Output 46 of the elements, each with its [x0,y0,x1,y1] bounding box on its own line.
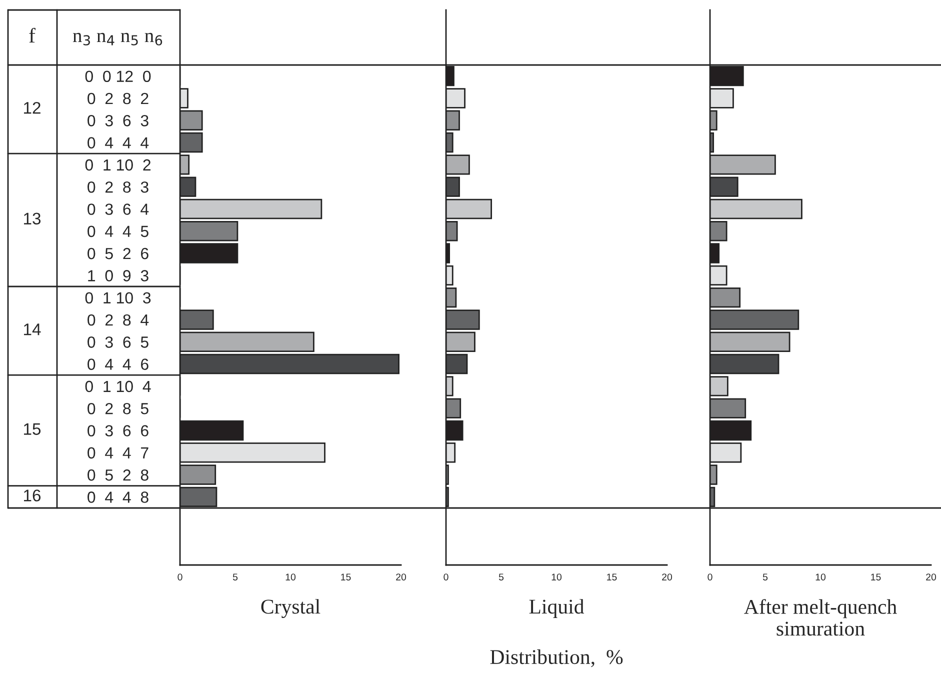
text: 14 [24,324,41,336]
x-tick-label: 15 [607,574,617,580]
y-tick-label: 0 3 6 3 [88,115,148,126]
x-tick-label: 15 [341,574,351,580]
y-tick-label: 0 3 6 5 [88,336,148,348]
x-tick-label: 10 [816,574,826,580]
y-tick-label: 0 2 8 2 [88,92,148,104]
y-tick-label: 0 2 8 3 [88,181,148,193]
x-axis-title: After melt-quench simuration [744,599,897,636]
text: 16 [24,490,41,502]
x-axis-title: Crystal [261,599,320,618]
y-tick-label: 1 0 9 3 [88,270,148,282]
text: f [29,28,36,43]
y-tick-label: 0 3 6 6 [88,425,148,436]
x-tick-label: 0 [178,574,182,580]
y-tick-label: 0 4 4 7 [88,447,148,459]
y-tick-label: 0 4 4 5 [88,226,148,238]
text: 15 [24,423,41,435]
y-tick-label: 0 4 4 4 [88,137,149,148]
text: 13 [24,212,41,225]
text: Distribution, % [490,649,623,668]
x-tick-label: 5 [498,574,504,580]
x-tick-label: 0 [708,574,712,580]
x-tick-label: 10 [286,574,296,580]
x-tick-label: 5 [232,574,238,580]
y-tick-label: 0 2 8 4 [88,314,149,326]
y-tick-label: 0 2 8 5 [88,402,148,414]
y-tick-label: 0 1 10 4 [85,380,151,392]
x-tick-label: 5 [762,574,768,580]
x-tick-label: 20 [926,574,936,580]
y-tick-label: 0 1 10 2 [85,159,151,171]
x-tick-label: 20 [662,574,672,580]
y-tick-label: 0 0 12 0 [85,70,151,82]
y-tick-label: 0 5 2 8 [88,469,148,481]
x-tick-label: 0 [444,574,448,580]
x-tick-label: 20 [396,574,406,580]
x-tick-label: 10 [552,574,562,580]
x-tick-label: 15 [871,574,881,580]
text: n$_{3}$ n$_{4}$ n$_{5}$ n$_{6}$ [72,32,162,46]
y-tick-label: 0 3 6 4 [88,204,149,215]
y-tick-label: 0 4 4 8 [88,492,148,503]
y-tick-label: 0 4 4 6 [88,358,148,370]
text: 12 [24,102,40,114]
y-tick-label: 0 5 2 6 [88,248,148,260]
y-tick-label: 0 1 10 3 [85,292,151,304]
x-axis-title: Liquid [529,599,584,618]
